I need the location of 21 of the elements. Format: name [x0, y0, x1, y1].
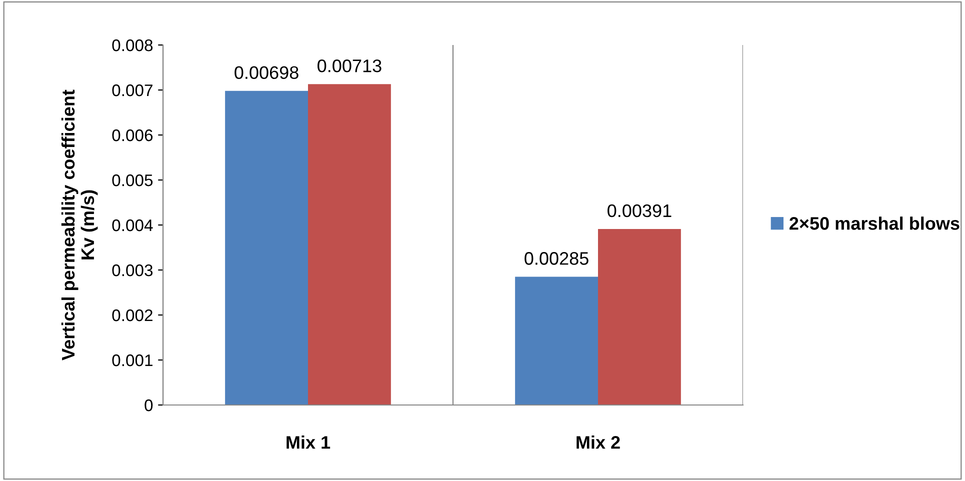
bar [598, 229, 681, 405]
y-tick-label: 0.006 [112, 129, 153, 142]
x-tick-label: Mix 1 [286, 436, 330, 449]
data-label: 0.00285 [524, 252, 588, 265]
y-tick-label: 0.001 [112, 354, 152, 366]
legend-label: 2×50 marshal blows [790, 216, 960, 230]
y-tick-label: 0.005 [112, 174, 153, 186]
bar [225, 90, 308, 405]
y-tick-label: 0.003 [112, 264, 153, 276]
y-axis-title: Vertical permeability coefficient Kv (m/s) [61, 90, 98, 360]
y-tick-label: 0 [144, 399, 153, 412]
bar [515, 276, 598, 405]
data-label: 0.00713 [318, 59, 382, 72]
y-tick-label: 0.002 [112, 309, 152, 322]
y-tick-label: 0.007 [112, 84, 152, 96]
data-label: 0.00698 [234, 66, 298, 79]
x-tick-label: Mix 2 [576, 436, 620, 449]
y-tick-label: 0.008 [112, 39, 153, 52]
data-label: 0.00391 [608, 204, 672, 218]
bar [308, 84, 391, 405]
y-tick-label: 0.004 [112, 219, 153, 232]
